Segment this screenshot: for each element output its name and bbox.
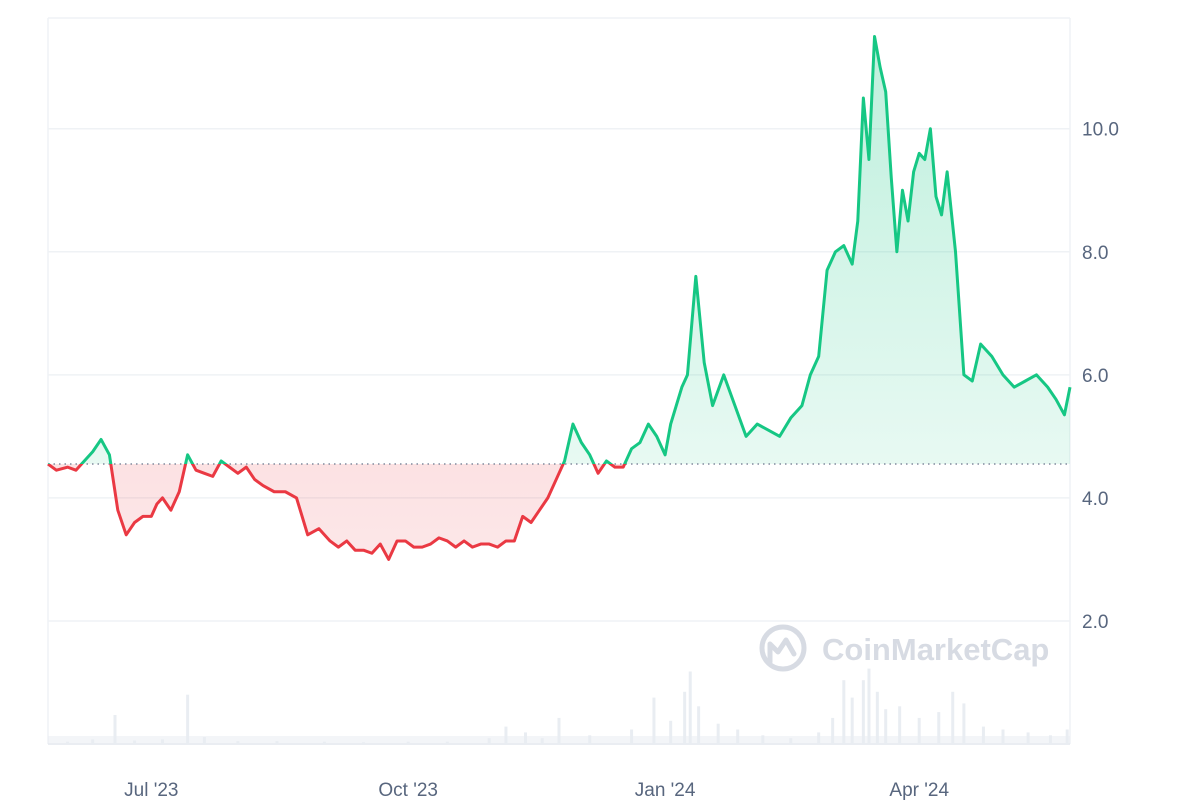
price-area xyxy=(48,36,1070,560)
volume-bar xyxy=(884,709,888,744)
volume-bar xyxy=(937,712,941,744)
volume-bar xyxy=(875,691,879,744)
volume-bar xyxy=(867,668,871,744)
y-axis: 2.0 4.0 6.0 8.0 10.0 xyxy=(1082,120,1119,633)
volume-bar xyxy=(683,691,687,744)
volume-floor xyxy=(48,736,1070,744)
watermark-text: CoinMarketCap xyxy=(822,632,1049,667)
volume-bar xyxy=(186,694,190,744)
volume-bar xyxy=(716,723,720,744)
coinmarketcap-watermark: CoinMarketCap xyxy=(759,624,1049,672)
y-tick-label: 2.0 xyxy=(1082,612,1108,633)
price-lines xyxy=(47,34,1072,561)
volume-bar xyxy=(842,680,846,744)
y-tick-label: 10.0 xyxy=(1082,120,1119,141)
series-line-above xyxy=(48,34,1072,465)
volume-bar xyxy=(669,720,673,744)
area-below-baseline xyxy=(48,464,1070,560)
volume-bar xyxy=(981,726,985,744)
y-tick-label: 4.0 xyxy=(1082,489,1108,510)
volume-bar xyxy=(951,691,955,744)
y-tick-label: 6.0 xyxy=(1082,366,1108,387)
y-tick-label: 8.0 xyxy=(1082,243,1108,264)
volume-bar xyxy=(688,671,692,744)
x-axis: Jul '23 Oct '23 Jan '24 Apr '24 xyxy=(124,780,949,800)
volume-bar xyxy=(697,706,701,744)
volume-bar xyxy=(850,697,854,744)
x-tick-label: Apr '24 xyxy=(889,780,949,800)
volume-bar xyxy=(504,726,508,744)
x-tick-label: Jan '24 xyxy=(635,780,696,800)
volume-bar xyxy=(652,697,656,744)
volume-bar xyxy=(861,680,865,744)
x-tick-label: Oct '23 xyxy=(378,780,438,800)
coinmarketcap-logo-icon xyxy=(759,624,807,672)
volume-bars xyxy=(48,668,1070,744)
volume-bar xyxy=(962,703,966,744)
volume-bar xyxy=(113,715,117,744)
x-tick-label: Jul '23 xyxy=(124,780,178,800)
volume-bar xyxy=(898,706,902,744)
series-line-below xyxy=(47,464,627,561)
volume-bar xyxy=(557,717,561,744)
area-above-baseline xyxy=(81,36,1070,465)
volume-bar xyxy=(831,717,835,744)
volume-bar xyxy=(917,717,921,744)
